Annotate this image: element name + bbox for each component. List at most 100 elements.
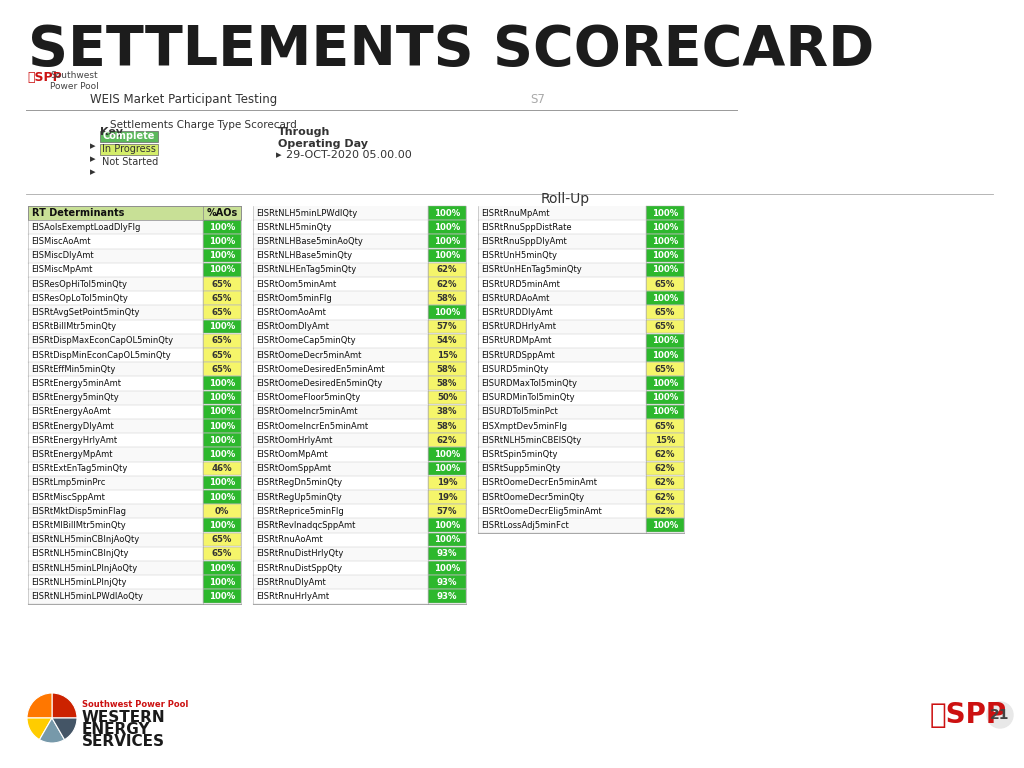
Text: EISRtUnHEnTag5minQty: EISRtUnHEnTag5minQty [481, 266, 582, 274]
FancyBboxPatch shape [253, 476, 428, 490]
FancyBboxPatch shape [253, 362, 428, 376]
FancyBboxPatch shape [203, 561, 241, 574]
Text: EISRtOomeDesiredEn5minQty: EISRtOomeDesiredEn5minQty [256, 379, 382, 388]
FancyBboxPatch shape [253, 348, 428, 362]
Text: 38%: 38% [437, 407, 458, 416]
FancyBboxPatch shape [253, 206, 428, 220]
Text: EISRtRnuSppDlyAmt: EISRtRnuSppDlyAmt [481, 237, 566, 246]
Text: 100%: 100% [209, 578, 236, 587]
Text: EISRtNLHBase5minAoQty: EISRtNLHBase5minAoQty [256, 237, 362, 246]
FancyBboxPatch shape [253, 376, 428, 391]
Text: EISRtRnuAoAmt: EISRtRnuAoAmt [256, 535, 323, 545]
FancyBboxPatch shape [28, 291, 203, 306]
FancyBboxPatch shape [646, 334, 684, 347]
FancyBboxPatch shape [253, 234, 428, 249]
Text: 100%: 100% [434, 464, 460, 473]
Text: 29-OCT-2020 05.00.00: 29-OCT-2020 05.00.00 [286, 150, 412, 160]
Text: 100%: 100% [209, 251, 236, 260]
Text: EISRtNLHBase5minQty: EISRtNLHBase5minQty [256, 251, 352, 260]
Text: WESTERN: WESTERN [82, 710, 166, 725]
Text: %AOs: %AOs [207, 208, 238, 218]
Text: 65%: 65% [212, 336, 232, 346]
FancyBboxPatch shape [203, 405, 241, 419]
Text: 100%: 100% [652, 407, 678, 416]
Text: EISRtOom5minFlg: EISRtOom5minFlg [256, 294, 332, 303]
Text: EISURDMinTol5minQty: EISURDMinTol5minQty [481, 393, 574, 402]
Text: ENERGY: ENERGY [82, 722, 151, 737]
FancyBboxPatch shape [28, 249, 203, 263]
Text: 21: 21 [990, 708, 1010, 722]
FancyBboxPatch shape [428, 490, 466, 504]
FancyBboxPatch shape [646, 206, 684, 220]
Text: 65%: 65% [654, 323, 675, 331]
FancyBboxPatch shape [478, 234, 646, 249]
FancyBboxPatch shape [478, 263, 646, 277]
Text: EISRtOomeDecrEn5minAmt: EISRtOomeDecrEn5minAmt [481, 478, 597, 488]
FancyBboxPatch shape [478, 433, 646, 448]
FancyBboxPatch shape [28, 462, 203, 476]
Text: EISRtOomSppAmt: EISRtOomSppAmt [256, 464, 331, 473]
FancyBboxPatch shape [28, 589, 203, 604]
Text: 100%: 100% [209, 422, 236, 431]
Text: 65%: 65% [212, 308, 232, 317]
Text: ⓈSPP: ⓈSPP [930, 701, 1008, 729]
Text: ▸: ▸ [276, 150, 282, 160]
FancyBboxPatch shape [428, 362, 466, 376]
FancyBboxPatch shape [203, 306, 241, 319]
FancyBboxPatch shape [646, 505, 684, 518]
Text: 100%: 100% [434, 535, 460, 545]
Circle shape [987, 702, 1013, 728]
Text: 100%: 100% [434, 251, 460, 260]
Text: EISRtAvgSetPoint5minQty: EISRtAvgSetPoint5minQty [31, 308, 139, 317]
Text: EISRtOomDlyAmt: EISRtOomDlyAmt [256, 323, 329, 331]
FancyBboxPatch shape [646, 291, 684, 305]
Text: 65%: 65% [654, 280, 675, 289]
FancyBboxPatch shape [203, 462, 241, 475]
Text: EISRtNLH5minLPInjAoQty: EISRtNLH5minLPInjAoQty [31, 564, 137, 573]
Text: 100%: 100% [434, 308, 460, 317]
FancyBboxPatch shape [478, 362, 646, 376]
FancyBboxPatch shape [646, 348, 684, 362]
FancyBboxPatch shape [253, 490, 428, 505]
Text: 54%: 54% [437, 336, 458, 346]
Text: 65%: 65% [212, 365, 232, 374]
FancyBboxPatch shape [28, 306, 203, 319]
FancyBboxPatch shape [253, 575, 428, 589]
FancyBboxPatch shape [203, 391, 241, 404]
Text: EISRtEnergy5minQty: EISRtEnergy5minQty [31, 393, 119, 402]
FancyBboxPatch shape [28, 433, 203, 448]
Text: Southwest Power Pool: Southwest Power Pool [82, 700, 188, 709]
FancyBboxPatch shape [428, 532, 466, 546]
Text: 62%: 62% [654, 478, 675, 488]
FancyBboxPatch shape [28, 490, 203, 505]
Text: 100%: 100% [209, 492, 236, 502]
Text: EISRtURDHrlyAmt: EISRtURDHrlyAmt [481, 323, 556, 331]
Text: 100%: 100% [209, 407, 236, 416]
FancyBboxPatch shape [203, 490, 241, 504]
Text: 62%: 62% [654, 492, 675, 502]
Text: In Progress: In Progress [102, 144, 156, 154]
Text: 100%: 100% [209, 393, 236, 402]
Text: 0%: 0% [215, 507, 229, 516]
Text: ▸: ▸ [90, 167, 95, 177]
FancyBboxPatch shape [100, 131, 158, 142]
Text: RT Determinants: RT Determinants [32, 208, 124, 218]
Text: EISRtOomeDesiredEn5minAmt: EISRtOomeDesiredEn5minAmt [256, 365, 385, 374]
FancyBboxPatch shape [478, 306, 646, 319]
FancyBboxPatch shape [646, 476, 684, 489]
FancyBboxPatch shape [28, 561, 203, 575]
Text: 100%: 100% [652, 294, 678, 303]
Text: EISURD5minQty: EISURD5minQty [481, 365, 549, 374]
FancyBboxPatch shape [646, 220, 684, 234]
Wedge shape [52, 693, 77, 718]
FancyBboxPatch shape [28, 362, 203, 376]
FancyBboxPatch shape [478, 277, 646, 291]
Text: 100%: 100% [209, 223, 236, 232]
FancyBboxPatch shape [428, 448, 466, 461]
Text: 57%: 57% [437, 507, 458, 516]
FancyBboxPatch shape [203, 419, 241, 432]
Text: EISRtOomeCap5minQty: EISRtOomeCap5minQty [256, 336, 355, 346]
FancyBboxPatch shape [478, 249, 646, 263]
FancyBboxPatch shape [28, 518, 203, 532]
Text: EISRtOomeDecrElig5minAmt: EISRtOomeDecrElig5minAmt [481, 507, 602, 516]
